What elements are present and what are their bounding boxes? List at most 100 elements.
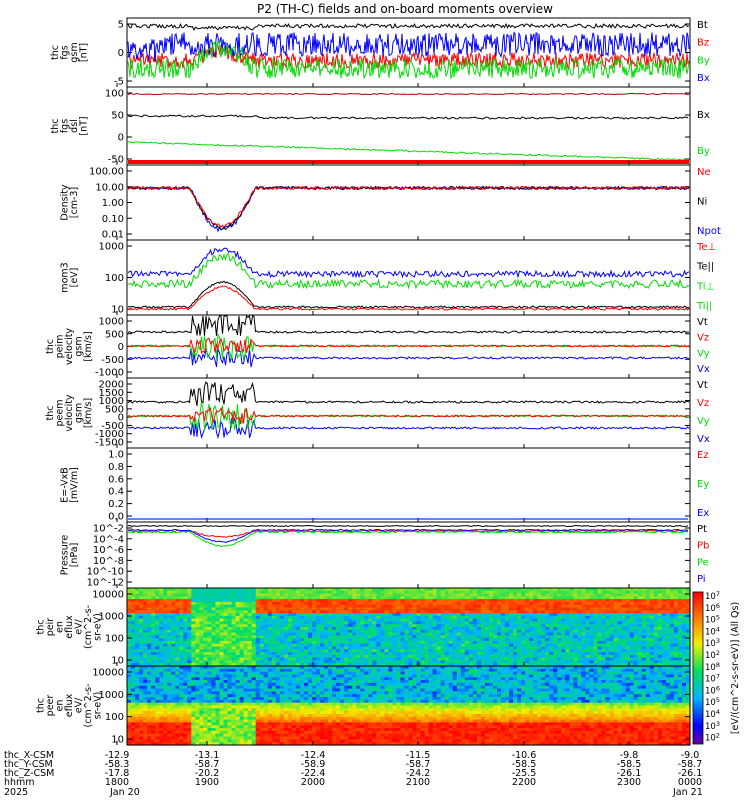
spectrogram-cell	[303, 604, 309, 609]
spectrogram-cell	[207, 604, 212, 609]
spectrogram-cell	[139, 601, 144, 606]
spectrogram-cell	[287, 590, 293, 595]
spectrogram-cell	[255, 618, 261, 622]
spectrogram-cell	[476, 671, 482, 675]
spectrogram-cell	[223, 590, 229, 595]
spectrogram-cell	[239, 604, 245, 609]
spectrogram-cell	[412, 599, 418, 603]
spectrogram-cell	[219, 618, 225, 622]
spectrogram-cell	[396, 593, 401, 597]
spectrogram-cell	[171, 604, 176, 609]
spectrogram-cell	[621, 599, 627, 603]
spectrogram-cell	[533, 590, 538, 595]
spectrogram-cell	[155, 590, 160, 595]
spectrogram-cell	[408, 610, 414, 614]
spectrogram-cell	[484, 613, 490, 617]
spectrogram-cell	[480, 596, 486, 600]
spectrogram-cell	[625, 604, 631, 609]
spectrogram-cell	[328, 610, 333, 614]
spectrogram-cell	[621, 593, 627, 597]
spectrogram-cell	[573, 604, 578, 609]
spectrogram-cell	[601, 593, 607, 597]
spectrogram-cell	[135, 615, 140, 620]
spectrogram-cell	[428, 615, 434, 620]
legend-entry: Ti||	[696, 301, 712, 312]
spectrogram-cell	[472, 590, 478, 595]
y-tick-label: 10^-2	[93, 524, 124, 535]
vt-trace	[127, 314, 689, 336]
spectrogram-cell	[521, 599, 526, 603]
flag-bar	[128, 160, 689, 164]
spectrogram-cell	[332, 588, 337, 592]
spectrogram-cell	[617, 590, 623, 595]
spectrogram-cell	[167, 593, 172, 597]
spectrogram-cell	[408, 593, 414, 597]
spectrogram-cell	[299, 671, 305, 675]
spectrogram-cell	[211, 671, 216, 675]
spectrogram-cell	[291, 596, 297, 600]
spectrogram-cell	[448, 588, 454, 592]
y-tick-label: 0	[118, 48, 124, 59]
spectrogram-cell	[629, 596, 635, 600]
y-tick-label: -500	[101, 355, 124, 366]
spectrogram-cell	[251, 615, 257, 620]
spectrogram-cell	[143, 615, 148, 620]
spectrogram-cell	[533, 671, 538, 675]
spectrogram-cell	[243, 607, 249, 611]
spectrogram-cell	[151, 604, 156, 609]
spectrogram-cell	[203, 671, 208, 675]
spectrogram-cell	[424, 671, 430, 675]
spectrogram-cell	[412, 596, 418, 600]
spectrogram-cell	[416, 601, 422, 606]
spectrogram-cell	[529, 671, 534, 675]
spectrogram-cell	[183, 604, 188, 609]
spectrogram-cell	[408, 601, 414, 606]
spectrogram-cell	[344, 613, 349, 617]
spectrogram-cell	[291, 610, 297, 614]
spectrogram-cell	[537, 607, 542, 611]
spectrogram-cell	[505, 607, 510, 611]
spectrogram-cell	[549, 604, 554, 609]
spectrogram-cell	[147, 604, 152, 609]
spectrogram-cell	[428, 593, 434, 597]
spectrogram-cell	[259, 618, 265, 622]
spectrogram-cell	[617, 615, 623, 620]
spectrogram-cell	[348, 604, 353, 609]
spectrogram-cell	[456, 590, 462, 595]
spectrogram-cell	[541, 599, 546, 603]
spectrogram-cell	[295, 601, 301, 606]
spectrogram-cell	[203, 615, 208, 620]
spectrogram-cell	[159, 590, 164, 595]
spectrogram-cell	[283, 588, 289, 592]
spectrogram-cell	[328, 590, 333, 595]
spectrogram-cell	[581, 610, 586, 614]
spectrogram-cell	[657, 613, 663, 617]
spectrogram-cell	[537, 599, 542, 603]
spectrogram-cell	[593, 593, 599, 597]
spectrogram-cell	[557, 596, 562, 600]
y-tick-label: 0.8	[108, 462, 124, 473]
y-tick-label: 10^-4	[93, 534, 124, 545]
spectrogram-cell	[585, 588, 590, 592]
spectrogram-cell	[303, 588, 309, 592]
spectrogram-cell	[581, 671, 586, 675]
spectrogram-cell	[159, 604, 164, 609]
spectrogram-cell	[420, 604, 426, 609]
spectrogram-cell	[259, 593, 265, 597]
spectrogram-cell	[368, 601, 373, 606]
spectrogram-cell	[275, 593, 281, 597]
spectrogram-cell	[175, 613, 180, 617]
spectrogram-cell	[424, 615, 430, 620]
spectrogram-cell	[686, 599, 691, 603]
spectrogram-cell	[440, 615, 446, 620]
spectrogram-cell	[239, 671, 245, 675]
spectrogram-cell	[686, 615, 691, 620]
panel-peir-eflux: 10000100010010thcpeirenefluxeV/(cm^2-s-s…	[36, 587, 691, 667]
spectrogram-cell	[356, 671, 361, 675]
spectrogram-cell	[308, 588, 313, 592]
spectrogram-cell	[682, 593, 687, 597]
spectrogram-cell	[308, 601, 313, 606]
spectrogram-cell	[336, 604, 341, 609]
spectrogram-cell	[677, 671, 683, 675]
spectrogram-cell	[649, 601, 655, 606]
